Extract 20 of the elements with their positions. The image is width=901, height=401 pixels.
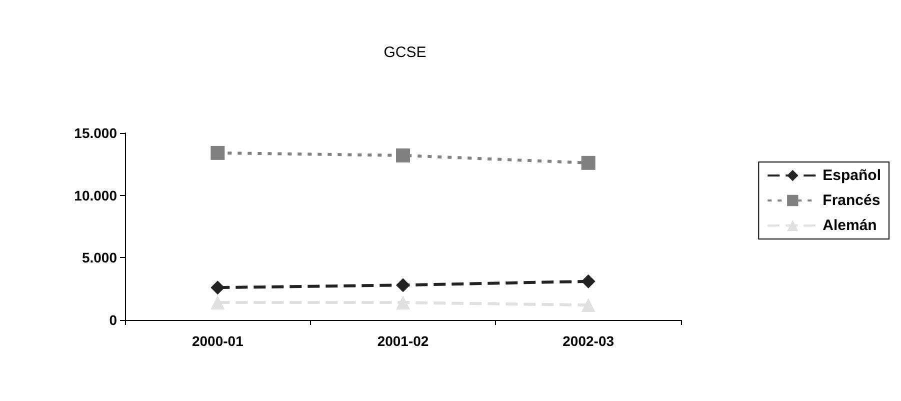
point: [396, 296, 410, 310]
point: [210, 296, 225, 310]
legend-label: Francés: [822, 192, 880, 209]
y-tick-label: 15.000: [74, 125, 118, 141]
point: [396, 278, 410, 292]
x-tick-label: 2000-01: [192, 333, 244, 349]
point: [210, 146, 225, 160]
point: [581, 274, 596, 288]
point: [210, 280, 225, 295]
y-tick-label: 5.000: [82, 250, 118, 266]
point: [581, 156, 596, 170]
y-tick-label: 10.000: [74, 187, 118, 204]
legend-label: Alemán: [822, 217, 877, 234]
y-tick-label: 0: [109, 312, 118, 328]
chart-title: GCSE: [384, 44, 426, 61]
x-tick-label: 2002-03: [562, 333, 614, 349]
point: [581, 298, 596, 312]
x-tick-label: 2001-02: [377, 333, 429, 349]
legend-label: Español: [822, 167, 882, 184]
point: [396, 148, 410, 162]
